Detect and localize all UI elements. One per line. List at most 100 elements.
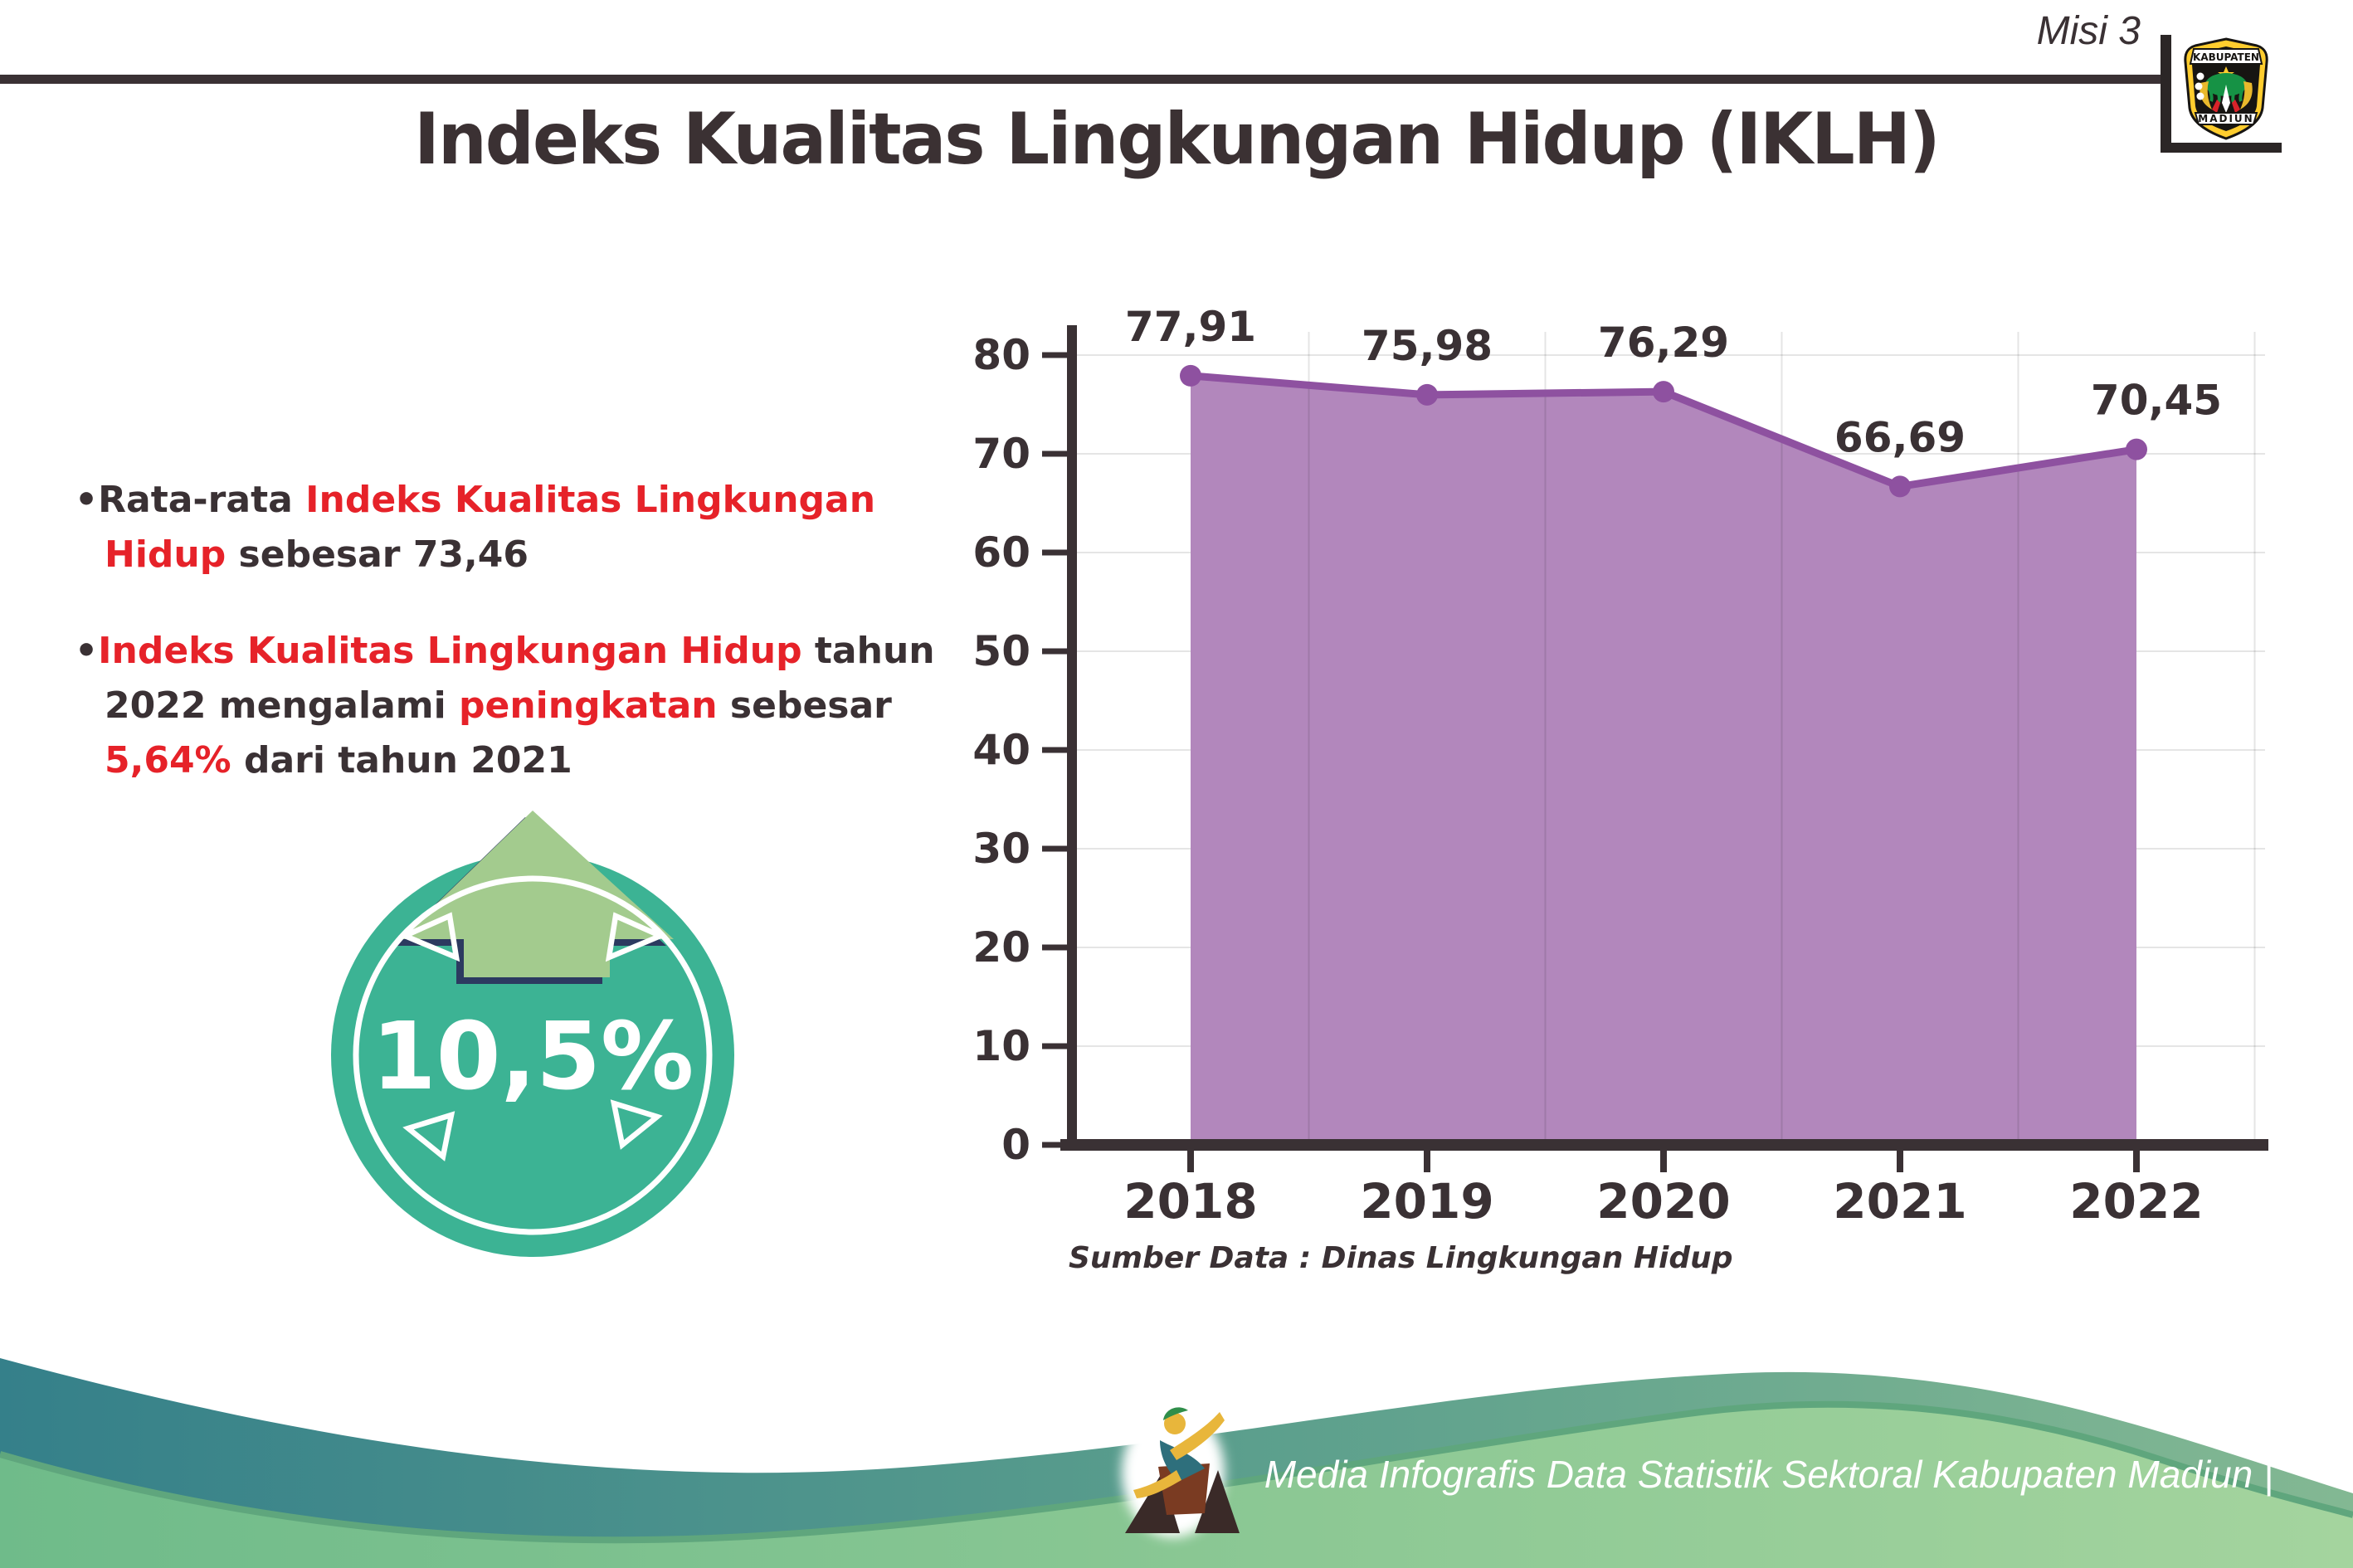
- data-label: 76,29: [1598, 319, 1729, 367]
- x-tick: [1424, 1151, 1430, 1172]
- insight-average: •Rata-rata Indeks Kualitas Lingkungan Hi…: [75, 473, 967, 582]
- y-tick: [1042, 845, 1072, 852]
- insight2-text-3: dari tahun 2021: [231, 739, 572, 782]
- y-tick: [1042, 648, 1072, 655]
- chart-area-fill: [1191, 375, 2136, 1146]
- y-tick-label: 80: [972, 331, 1030, 379]
- mascot-leg-right: [1195, 1470, 1240, 1533]
- logo-frame-horizontal: [2161, 143, 2282, 153]
- insight1-text-post: sebesar 73,46: [226, 533, 529, 576]
- crest-wing-left: [2200, 81, 2212, 110]
- crest-bottom-banner: [2194, 112, 2258, 125]
- insight2-text-2: sebesar: [717, 684, 892, 727]
- y-tick-label: 40: [972, 726, 1030, 774]
- y-tick-label: 30: [972, 825, 1030, 873]
- x-axis-labels: 2018 2019 2020 2021 2022: [1123, 1173, 2203, 1230]
- insight2-highlight-3: 5,64%: [105, 739, 231, 782]
- growth-badge: 10,5%: [331, 811, 734, 1257]
- crest-flame-left: [2212, 100, 2220, 113]
- y-tick: [1042, 549, 1072, 556]
- crest-flame-right: [2232, 100, 2240, 113]
- insight-list: •Rata-rata Indeks Kualitas Lingkungan Hi…: [75, 473, 967, 788]
- crest-cotton-2: [2195, 82, 2203, 90]
- badge-triangle-ne: [605, 912, 668, 962]
- y-tick: [1042, 1043, 1072, 1049]
- y-tick-label: 20: [972, 923, 1030, 971]
- kabupaten-madiun-crest-icon: KABUPATEN MADIUN: [2184, 37, 2268, 140]
- mascot-arm-up: [1170, 1412, 1225, 1460]
- footer-wave-front: [0, 1404, 2353, 1568]
- y-tick: [1042, 747, 1072, 753]
- badge-value: 10,5%: [372, 1003, 694, 1111]
- data-point: [1416, 383, 1438, 406]
- source-note: Sumber Data : Dinas Lingkungan Hidup: [1069, 1241, 1733, 1275]
- badge-inner-ring: [353, 875, 713, 1235]
- y-tick-label: 60: [972, 528, 1030, 577]
- axis-ticks: [1042, 352, 2140, 1172]
- insight-increase: •Indeks Kualitas Lingkungan Hidup tahun …: [75, 624, 967, 788]
- data-label: 77,91: [1125, 303, 1256, 351]
- badge-accent-triangles: [397, 912, 668, 1161]
- up-arrow-icon: [400, 811, 674, 977]
- crest-bottom-text: MADIUN: [2198, 113, 2253, 124]
- crest-top-banner: [2189, 48, 2263, 65]
- crest-spire: [2222, 85, 2230, 113]
- y-tick: [1042, 352, 1072, 358]
- data-point-markers: [1180, 364, 2147, 498]
- x-tick: [1187, 1151, 1194, 1172]
- bullet-icon: •: [75, 479, 99, 521]
- x-tick: [1660, 1151, 1667, 1172]
- crest-cotton-3: [2196, 92, 2204, 100]
- y-tick-label: 10: [972, 1022, 1030, 1070]
- data-labels: 77,91 75,98 76,29 66,69 70,45: [1125, 303, 2222, 462]
- badge-circle: [331, 854, 734, 1257]
- mascot-icon: [1122, 1407, 1240, 1537]
- bullet-icon: •: [75, 630, 99, 672]
- insight1-highlight: Indeks Kualitas Lingkungan Hidup: [105, 479, 876, 576]
- y-tick: [1042, 1142, 1072, 1148]
- x-tick: [1897, 1151, 1903, 1172]
- mission-label: Misi 3: [2036, 9, 2141, 53]
- data-label: 75,98: [1362, 322, 1493, 370]
- mascot-arm-down: [1133, 1470, 1181, 1498]
- y-tick-label: 50: [972, 627, 1030, 675]
- mascot-head: [1164, 1413, 1186, 1434]
- x-axis-label: 2022: [2069, 1173, 2203, 1230]
- footer-credit: Media Infografis Data Statistik Sektoral…: [1264, 1453, 2273, 1496]
- page-title: Indeks Kualitas Lingkungan Hidup (IKLH): [414, 98, 1941, 181]
- x-axis-line: [1060, 1139, 2268, 1151]
- insight1-text-pre: Rata-rata: [98, 479, 306, 521]
- mascot-headdress: [1163, 1407, 1188, 1420]
- insight2-highlight-2: peningkatan: [459, 684, 718, 727]
- x-tick: [2133, 1151, 2140, 1172]
- y-tick: [1042, 450, 1072, 457]
- footer-wave-rim: [0, 1400, 2353, 1544]
- insight2-text-1: tahun 2022 mengalami: [105, 630, 935, 727]
- crest-cotton-1: [2196, 72, 2204, 80]
- badge-triangle-sw: [402, 1111, 455, 1161]
- badge-triangle-nw: [397, 912, 460, 962]
- badge-triangle-se: [610, 1099, 663, 1150]
- data-point: [1653, 381, 1674, 403]
- y-tick-label: 0: [1001, 1121, 1030, 1169]
- crest-wing-right: [2240, 81, 2253, 110]
- y-tick: [1042, 944, 1072, 951]
- y-tick-label: 70: [972, 430, 1030, 478]
- data-label: 70,45: [2091, 377, 2222, 425]
- crest-top-text: KABUPATEN: [2193, 51, 2259, 63]
- data-point: [2126, 438, 2147, 460]
- y-axis-line: [1067, 325, 1077, 1151]
- x-axis-label: 2018: [1123, 1173, 1257, 1230]
- x-axis-label: 2019: [1360, 1173, 1493, 1230]
- y-axis-labels: 0 10 20 30 40 50 60 70 80: [972, 331, 1030, 1169]
- logo-frame-vertical: [2161, 35, 2171, 153]
- x-axis-label: 2021: [1833, 1173, 1966, 1230]
- x-axis-label: 2020: [1596, 1173, 1730, 1230]
- data-label: 66,69: [1834, 413, 1966, 461]
- header-rule: [0, 75, 2171, 84]
- data-point: [1180, 364, 1201, 387]
- insight2-highlight-1: Indeks Kualitas Lingkungan Hidup: [98, 630, 802, 672]
